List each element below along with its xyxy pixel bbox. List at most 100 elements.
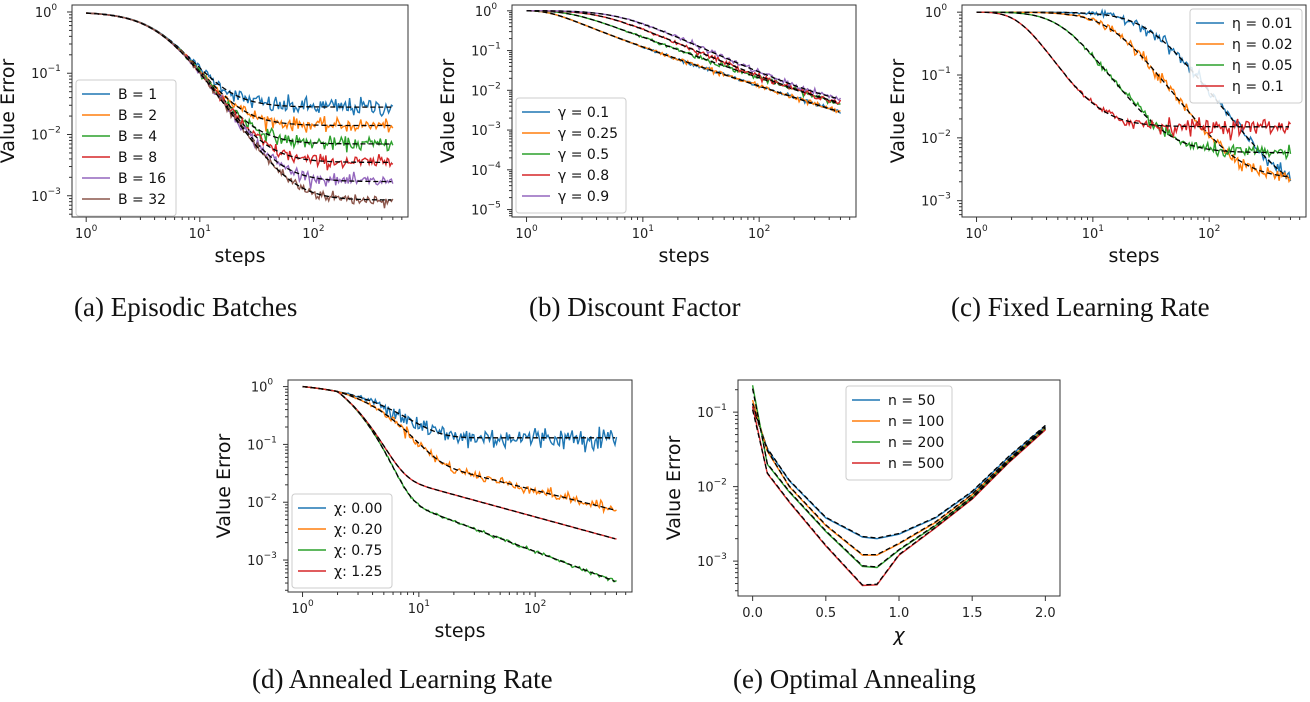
legend-label-2: χ: 0.75 <box>334 543 382 559</box>
axes-frame <box>287 379 633 593</box>
x-tick-label-2: 102 <box>748 224 770 242</box>
y-tick-label-2: 10−2 <box>921 129 951 147</box>
caption-a: (a) Episodic Batches <box>74 292 298 322</box>
y-axis-label: Value Error <box>663 436 685 541</box>
legend-label-0: B = 1 <box>118 87 157 103</box>
x-tick-label-2: 102 <box>524 599 546 617</box>
y-tick-label-1: 10−2 <box>697 478 727 496</box>
legend-label-4: B = 16 <box>118 171 166 187</box>
x-tick-label-0: 100 <box>515 224 538 242</box>
legend-label-3: χ: 1.25 <box>334 564 382 580</box>
chart-c: 100 101 102 100 10−1 10−2 10−3 steps Value Error… <box>887 3 1307 267</box>
caption-b: (b) Discount Factor <box>529 292 741 322</box>
x-tick-label-0: 100 <box>965 224 988 242</box>
x-axis-label: χ <box>892 624 905 646</box>
legend-label-0: γ = 0.1 <box>558 105 609 121</box>
y-tick-label-0: 100 <box>35 3 58 21</box>
legend-label-3: n = 500 <box>888 456 944 472</box>
y-tick-label-2: 10−3 <box>697 552 727 570</box>
caption-e: (e) Optimal Annealing <box>733 664 976 694</box>
series-line-d-0 <box>302 385 618 453</box>
x-axis-label: steps <box>1109 245 1160 267</box>
legend-label-1: n = 100 <box>888 414 944 430</box>
axes-frame <box>71 4 409 218</box>
axes-frame <box>961 4 1307 218</box>
legend-box <box>75 79 177 217</box>
y-tick-label-3: 10−3 <box>471 121 501 139</box>
chart-b: 100 101 102 100 10−1 10−2 10−3 10−4 10−5 steps Val… <box>437 2 857 267</box>
legend-label-3: B = 8 <box>118 150 157 166</box>
fit-line-b-4 <box>526 10 840 100</box>
series-line-b-4 <box>526 10 842 102</box>
y-tick-label-0: 10−1 <box>697 403 727 421</box>
plot-area <box>976 8 1292 184</box>
fit-line-e-1 <box>751 403 1046 556</box>
x-tick-label-2: 102 <box>1198 224 1220 242</box>
legend: η = 0.01 η = 0.02 η = 0.05 η = 0.1 <box>1189 8 1303 104</box>
legend-label-0: η = 0.01 <box>1232 16 1293 32</box>
x-tick-label-3: 1.5 <box>962 606 983 621</box>
legend-label-5: B = 32 <box>118 192 166 208</box>
y-tick-label-0: 100 <box>475 2 498 20</box>
y-tick-label-1: 10−1 <box>921 66 951 84</box>
chart-e: 0.0 0.5 1.0 1.5 2.0 10−1 10−2 10−3 χ Value Error n… <box>663 379 1061 646</box>
fit-line-d-0 <box>302 385 615 439</box>
x-tick-label-2: 1.0 <box>889 606 910 621</box>
panel-b: 100 101 102 100 10−1 10−2 10−3 10−4 10−5 steps Val… <box>437 0 880 340</box>
panel-d: 100 101 102 100 10−1 10−2 10−3 steps Value Error… <box>210 360 660 702</box>
fit-line-e-2 <box>751 388 1046 568</box>
y-tick-label-1: 10−1 <box>247 435 277 453</box>
legend-label-2: B = 4 <box>118 129 157 145</box>
caption-c: (c) Fixed Learning Rate <box>951 292 1210 322</box>
fit-line-c-2 <box>976 11 1289 154</box>
y-tick-label-2: 10−2 <box>471 81 501 99</box>
x-tick-label-0: 100 <box>291 599 314 617</box>
x-axis-label: steps <box>435 620 486 642</box>
y-tick-label-1: 10−1 <box>31 64 61 82</box>
x-tick-label-0: 100 <box>75 224 98 242</box>
plot-area <box>751 385 1046 587</box>
legend-label-1: η = 0.02 <box>1232 37 1293 53</box>
legend-box <box>1189 8 1303 104</box>
plot-area <box>86 12 394 209</box>
series-line-e-1 <box>751 399 1046 556</box>
fit-line-c-3 <box>976 11 1289 128</box>
plot-area <box>302 385 618 583</box>
legend-label-4: γ = 0.9 <box>558 189 609 205</box>
y-tick-label-0: 100 <box>251 378 274 396</box>
y-tick-label-3: 10−3 <box>921 192 951 210</box>
fit-line-b-3 <box>526 10 840 104</box>
x-axis-label: steps <box>659 245 710 267</box>
x-tick-label-1: 101 <box>1082 224 1104 242</box>
x-tick-label-4: 2.0 <box>1035 606 1056 621</box>
legend-box <box>291 493 393 589</box>
y-tick-label-4: 10−4 <box>471 161 501 179</box>
x-tick-label-1: 0.5 <box>815 606 836 621</box>
y-tick-label-0: 100 <box>925 3 948 21</box>
fit-line-b-1 <box>526 10 840 113</box>
legend-label-2: γ = 0.5 <box>558 147 609 163</box>
x-axis-label: steps <box>215 245 266 267</box>
x-tick-label-0: 0.0 <box>742 606 763 621</box>
legend-label-2: η = 0.05 <box>1232 58 1293 74</box>
fit-line-e-3 <box>751 409 1046 586</box>
y-tick-label-1: 10−1 <box>471 42 501 60</box>
series-line-d-1 <box>302 385 617 515</box>
caption-d: (d) Annealed Learning Rate <box>252 664 553 694</box>
y-tick-label-3: 10−3 <box>31 187 61 205</box>
y-axis-label: Value Error <box>887 59 909 164</box>
x-tick-label-2: 102 <box>302 224 324 242</box>
y-tick-label-2: 10−2 <box>31 125 61 143</box>
legend-label-0: n = 50 <box>888 393 935 409</box>
panel-e: 0.0 0.5 1.0 1.5 2.0 10−1 10−2 10−3 χ Value Error n… <box>660 360 1070 702</box>
legend: γ = 0.1 γ = 0.25 γ = 0.5 γ = 0.8 γ = 0.9 <box>515 97 627 214</box>
fit-line-e-0 <box>751 406 1046 539</box>
x-tick-label-1: 101 <box>189 224 211 242</box>
fit-line-c-1 <box>976 11 1290 178</box>
series-line-b-2 <box>526 10 841 106</box>
legend: B = 1 B = 2 B = 4 B = 8 B = 16 B = 32 <box>75 79 177 217</box>
x-tick-label-1: 101 <box>408 599 430 617</box>
legend: n = 50 n = 100 n = 200 n = 500 <box>845 385 953 481</box>
fit-line-b-2 <box>526 10 840 105</box>
fit-line-d-3 <box>302 385 616 540</box>
